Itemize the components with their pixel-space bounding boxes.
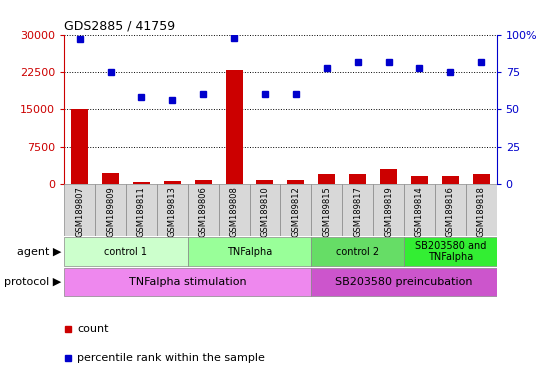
Bar: [219, 184, 249, 236]
Bar: [311, 268, 497, 296]
Bar: [318, 174, 335, 184]
Text: GSM189810: GSM189810: [261, 186, 270, 237]
Text: GSM189806: GSM189806: [199, 186, 208, 237]
Bar: [349, 174, 366, 184]
Text: protocol ▶: protocol ▶: [4, 277, 61, 287]
Bar: [225, 70, 243, 184]
Text: TNFalpha stimulation: TNFalpha stimulation: [129, 277, 247, 287]
Text: GDS2885 / 41759: GDS2885 / 41759: [64, 19, 175, 32]
Bar: [435, 184, 466, 236]
Bar: [157, 184, 187, 236]
Text: SB203580 preincubation: SB203580 preincubation: [335, 277, 473, 287]
Text: GSM189813: GSM189813: [168, 186, 177, 237]
Text: GSM189809: GSM189809: [106, 186, 115, 237]
Bar: [64, 237, 187, 266]
Text: GSM189812: GSM189812: [291, 186, 300, 237]
Bar: [126, 184, 157, 236]
Text: control 2: control 2: [336, 247, 379, 257]
Text: control 1: control 1: [104, 247, 147, 257]
Bar: [373, 184, 404, 236]
Bar: [342, 184, 373, 236]
Text: GSM189814: GSM189814: [415, 186, 424, 237]
Text: SB203580 and
TNFalpha: SB203580 and TNFalpha: [415, 241, 486, 262]
Bar: [71, 109, 88, 184]
Text: GSM189811: GSM189811: [137, 186, 146, 237]
Text: GSM189817: GSM189817: [353, 186, 362, 237]
Text: count: count: [77, 324, 109, 334]
Text: GSM189818: GSM189818: [477, 186, 485, 237]
Bar: [195, 180, 211, 184]
Bar: [257, 180, 273, 184]
Bar: [311, 237, 404, 266]
Text: percentile rank within the sample: percentile rank within the sample: [77, 353, 265, 363]
Bar: [442, 176, 459, 184]
Bar: [133, 182, 150, 184]
Bar: [95, 184, 126, 236]
Bar: [311, 184, 342, 236]
Bar: [473, 174, 490, 184]
Bar: [187, 237, 311, 266]
Bar: [404, 237, 497, 266]
Bar: [187, 184, 219, 236]
Bar: [64, 268, 311, 296]
Bar: [287, 180, 304, 184]
Text: agent ▶: agent ▶: [17, 247, 61, 257]
Text: GSM189815: GSM189815: [322, 186, 331, 237]
Bar: [380, 169, 397, 184]
Bar: [102, 173, 119, 184]
Bar: [280, 184, 311, 236]
Text: GSM189816: GSM189816: [446, 186, 455, 237]
Text: GSM189819: GSM189819: [384, 186, 393, 237]
Text: GSM189808: GSM189808: [229, 186, 239, 237]
Text: TNFalpha: TNFalpha: [227, 247, 272, 257]
Bar: [249, 184, 281, 236]
Bar: [64, 184, 95, 236]
Bar: [466, 184, 497, 236]
Bar: [404, 184, 435, 236]
Bar: [164, 181, 181, 184]
Text: GSM189807: GSM189807: [75, 186, 84, 237]
Bar: [411, 176, 428, 184]
